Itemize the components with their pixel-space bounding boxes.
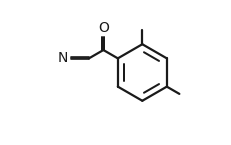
Text: N: N xyxy=(58,51,68,65)
Text: O: O xyxy=(98,21,109,35)
